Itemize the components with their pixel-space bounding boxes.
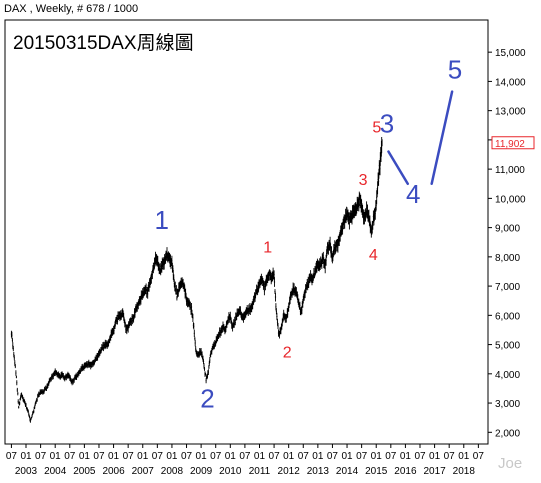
x-tick-year-label: 2015 — [365, 466, 388, 477]
x-tick-month-label: 01 — [312, 451, 324, 462]
x-tick-month-label: 07 — [444, 451, 456, 462]
x-tick-month-label: 07 — [385, 451, 397, 462]
x-tick-year-label: 2004 — [44, 466, 67, 477]
projection-line — [387, 150, 409, 186]
x-tick-year-label: 2009 — [190, 466, 213, 477]
x-tick-month-label: 07 — [327, 451, 339, 462]
x-tick-year-label: 2005 — [73, 466, 96, 477]
x-axis: 07 01 07 01 07 01 07 01 07 01 07 01 07 01 07 01 07 01 07 01… — [6, 444, 485, 477]
y-tick-label: 11,000 — [495, 165, 525, 176]
wave-label-red-1: 1 — [263, 239, 272, 256]
last-price-marker: 11,902 — [491, 136, 535, 150]
wave-label-red-3: 3 — [359, 172, 368, 189]
x-tick-year-label: 2012 — [278, 466, 301, 477]
x-tick-month-label: 07 — [473, 451, 485, 462]
x-tick-year-label: 2003 — [15, 466, 38, 477]
x-tick-year-label: 2018 — [453, 466, 476, 477]
wave-label-red-2: 2 — [283, 345, 292, 362]
y-tick-label: 9,000 — [495, 224, 520, 235]
x-tick-year-label: 2011 — [249, 466, 271, 477]
x-tick-month-label: 07 — [152, 451, 164, 462]
x-tick-month-label: 07 — [6, 451, 18, 462]
x-tick-month-label: 01 — [166, 451, 178, 462]
x-tick-year-label: 2006 — [102, 466, 125, 477]
price-series — [10, 137, 383, 423]
x-tick-month-label: 07 — [356, 451, 368, 462]
last-price-label: 11,902 — [495, 139, 525, 150]
y-tick-label: 5,000 — [495, 341, 520, 352]
last-price-box — [491, 136, 535, 150]
x-tick-month-label: 07 — [181, 451, 193, 462]
x-tick-month-label: 01 — [371, 451, 383, 462]
y-tick-label: 13,000 — [495, 107, 526, 118]
watermark-signature: Joe — [498, 455, 522, 472]
x-tick-month-label: 07 — [269, 451, 281, 462]
x-tick-year-label: 2007 — [132, 466, 155, 477]
wave-label-red-4: 4 — [369, 247, 378, 264]
x-tick-month-label: 01 — [20, 451, 32, 462]
x-tick-year-label: 2013 — [307, 466, 330, 477]
x-tick-month-label: 01 — [341, 451, 353, 462]
x-tick-month-label: 01 — [400, 451, 412, 462]
wave-label-blue-5: 5 — [448, 54, 462, 84]
x-tick-month-label: 01 — [254, 451, 266, 462]
x-tick-month-label: 07 — [414, 451, 426, 462]
x-tick-month-label: 01 — [283, 451, 295, 462]
x-tick-year-label: 2017 — [423, 466, 446, 477]
y-tick-label: 2,000 — [495, 428, 520, 439]
y-axis: 2,000 3,000 4,000 5,000 6,000 7,000 8,000 9,000… — [488, 48, 526, 439]
x-tick-month-label: 07 — [298, 451, 310, 462]
x-tick-month-label: 01 — [50, 451, 62, 462]
y-tick-label: 15,000 — [495, 48, 526, 59]
chart-title: 20150315DAX周線圖 — [13, 32, 194, 54]
x-tick-year-label: 2010 — [219, 466, 242, 477]
y-tick-label: 6,000 — [495, 311, 520, 322]
x-tick-year-label: 2008 — [161, 466, 184, 477]
wave-label-blue-4: 4 — [406, 179, 420, 209]
plot-frame — [4, 19, 489, 445]
x-tick-month-label: 07 — [210, 451, 222, 462]
wave-label-blue-3: 3 — [380, 109, 394, 139]
wave-label-red-5: 5 — [372, 120, 381, 137]
x-tick-month-label: 07 — [35, 451, 47, 462]
x-tick-month-label: 07 — [93, 451, 105, 462]
x-tick-month-label: 07 — [239, 451, 251, 462]
x-tick-month-label: 01 — [225, 451, 237, 462]
x-tick-month-label: 01 — [108, 451, 120, 462]
x-tick-month-label: 01 — [79, 451, 91, 462]
projection-line — [430, 90, 454, 186]
x-tick-month-label: 07 — [64, 451, 76, 462]
y-tick-label: 7,000 — [495, 282, 520, 293]
x-tick-month-label: 01 — [137, 451, 149, 462]
x-tick-year-label: 2016 — [394, 466, 417, 477]
y-tick-label: 4,000 — [495, 370, 520, 381]
wave-label-blue-2: 2 — [200, 383, 214, 413]
wave-label-blue-1: 1 — [154, 205, 168, 235]
y-tick-label: 8,000 — [495, 253, 520, 264]
y-tick-label: 10,000 — [495, 194, 526, 205]
x-tick-month-label: 01 — [458, 451, 470, 462]
projection-lines — [387, 90, 454, 186]
x-tick-year-label: 2014 — [336, 466, 359, 477]
y-tick-label: 14,000 — [495, 77, 526, 88]
chart-header: DAX , Weekly, # 678 / 1000 — [4, 3, 138, 15]
y-tick-label: 3,000 — [495, 399, 520, 410]
x-tick-month-label: 07 — [123, 451, 135, 462]
x-tick-month-label: 01 — [429, 451, 441, 462]
x-tick-month-label: 01 — [196, 451, 208, 462]
price-bars — [10, 137, 383, 423]
